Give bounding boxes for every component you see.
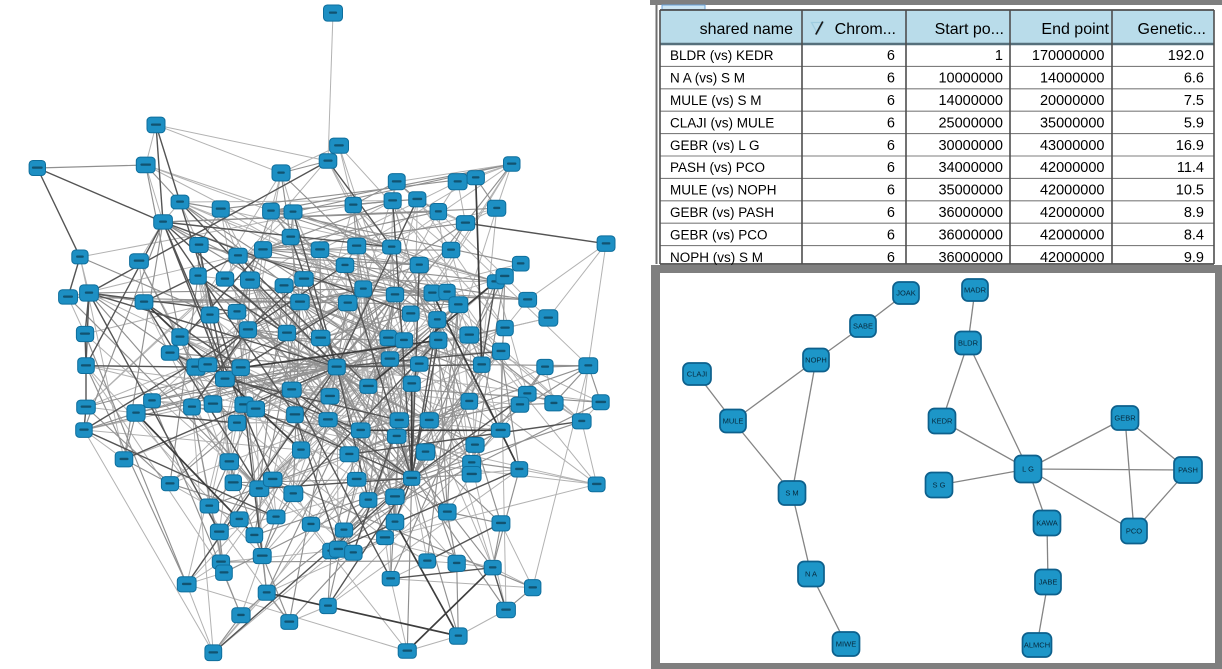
svg-text:MADR: MADR bbox=[964, 286, 987, 295]
svg-text:35000000: 35000000 bbox=[1040, 115, 1105, 131]
svg-text:43000000: 43000000 bbox=[1040, 138, 1105, 154]
svg-text:20000000: 20000000 bbox=[1040, 93, 1105, 109]
svg-text:MIWE: MIWE bbox=[836, 640, 856, 649]
svg-text:6: 6 bbox=[887, 138, 895, 154]
svg-text:7.5: 7.5 bbox=[1184, 93, 1204, 109]
svg-text:14000000: 14000000 bbox=[1040, 71, 1105, 87]
svg-text:CLAJI: CLAJI bbox=[687, 370, 707, 379]
svg-text:6: 6 bbox=[887, 183, 895, 199]
svg-text:CLAJI (vs) MULE: CLAJI (vs) MULE bbox=[670, 115, 774, 130]
svg-text:10.5: 10.5 bbox=[1176, 183, 1204, 199]
svg-text:6: 6 bbox=[887, 160, 895, 176]
svg-text:8.9: 8.9 bbox=[1184, 205, 1204, 221]
svg-text:36000000: 36000000 bbox=[938, 250, 1003, 266]
svg-text:S M: S M bbox=[785, 489, 798, 498]
svg-text:6.6: 6.6 bbox=[1184, 71, 1204, 87]
svg-text:6: 6 bbox=[887, 205, 895, 221]
svg-text:14000000: 14000000 bbox=[938, 93, 1003, 109]
svg-text:JABE: JABE bbox=[1039, 578, 1058, 587]
svg-text:MULE (vs) S M: MULE (vs) S M bbox=[670, 93, 762, 108]
svg-text:PCO: PCO bbox=[1126, 527, 1142, 536]
svg-text:9.9: 9.9 bbox=[1184, 250, 1204, 266]
svg-text:PASH: PASH bbox=[1178, 466, 1198, 475]
svg-text:GEBR: GEBR bbox=[1114, 414, 1136, 423]
svg-text:MULE: MULE bbox=[723, 417, 744, 426]
svg-text:End point: End point bbox=[1041, 21, 1109, 38]
svg-text:N A (vs) S M: N A (vs) S M bbox=[670, 71, 745, 86]
svg-text:S G: S G bbox=[933, 481, 946, 490]
svg-text:Chrom...: Chrom... bbox=[835, 21, 896, 38]
svg-text:42000000: 42000000 bbox=[1040, 183, 1105, 199]
svg-text:30000000: 30000000 bbox=[938, 138, 1003, 154]
svg-text:34000000: 34000000 bbox=[938, 160, 1003, 176]
svg-text:6: 6 bbox=[887, 227, 895, 243]
svg-text:6: 6 bbox=[887, 48, 895, 64]
svg-text:BLDR: BLDR bbox=[958, 339, 979, 348]
svg-text:5.9: 5.9 bbox=[1184, 115, 1204, 131]
svg-text:16.9: 16.9 bbox=[1176, 138, 1204, 154]
svg-text:11.4: 11.4 bbox=[1177, 160, 1204, 176]
svg-text:36000000: 36000000 bbox=[938, 227, 1003, 243]
svg-text:35000000: 35000000 bbox=[938, 183, 1003, 199]
svg-text:10000000: 10000000 bbox=[938, 71, 1003, 87]
svg-text:N A: N A bbox=[805, 570, 817, 579]
svg-text:shared name: shared name bbox=[700, 21, 793, 38]
svg-text:6: 6 bbox=[887, 93, 895, 109]
svg-text:Start po...: Start po... bbox=[935, 21, 1004, 38]
svg-text:KEDR: KEDR bbox=[932, 417, 953, 426]
svg-text:KAWA: KAWA bbox=[1036, 519, 1058, 528]
svg-text:PASH (vs) PCO: PASH (vs) PCO bbox=[670, 160, 765, 175]
svg-text:ALMCH: ALMCH bbox=[1024, 641, 1050, 650]
svg-text:170000000: 170000000 bbox=[1032, 48, 1105, 64]
svg-text:6: 6 bbox=[887, 115, 895, 131]
svg-text:NOPH: NOPH bbox=[805, 356, 827, 365]
svg-text:L G: L G bbox=[1022, 465, 1034, 474]
svg-text:192.0: 192.0 bbox=[1168, 48, 1204, 64]
svg-text:MULE (vs) NOPH: MULE (vs) NOPH bbox=[670, 183, 777, 198]
svg-text:36000000: 36000000 bbox=[938, 205, 1003, 221]
svg-text:42000000: 42000000 bbox=[1040, 227, 1105, 243]
svg-text:25000000: 25000000 bbox=[938, 115, 1003, 131]
svg-text:6: 6 bbox=[887, 71, 895, 87]
svg-text:JOAK: JOAK bbox=[896, 289, 916, 298]
svg-text:Genetic...: Genetic... bbox=[1138, 21, 1206, 38]
svg-text:BLDR (vs) KEDR: BLDR (vs) KEDR bbox=[670, 48, 774, 63]
svg-text:42000000: 42000000 bbox=[1040, 250, 1105, 266]
svg-text:SABE: SABE bbox=[853, 322, 873, 331]
svg-text:8.4: 8.4 bbox=[1184, 227, 1204, 243]
svg-text:GEBR (vs) PCO: GEBR (vs) PCO bbox=[670, 227, 768, 242]
svg-text:42000000: 42000000 bbox=[1040, 205, 1105, 221]
svg-text:GEBR (vs) L G: GEBR (vs) L G bbox=[670, 138, 760, 153]
svg-text:42000000: 42000000 bbox=[1040, 160, 1105, 176]
svg-text:GEBR (vs) PASH: GEBR (vs) PASH bbox=[670, 205, 774, 220]
svg-text:NOPH (vs) S M: NOPH (vs) S M bbox=[670, 250, 763, 265]
svg-text:6: 6 bbox=[887, 250, 895, 266]
svg-text:1: 1 bbox=[995, 48, 1003, 64]
